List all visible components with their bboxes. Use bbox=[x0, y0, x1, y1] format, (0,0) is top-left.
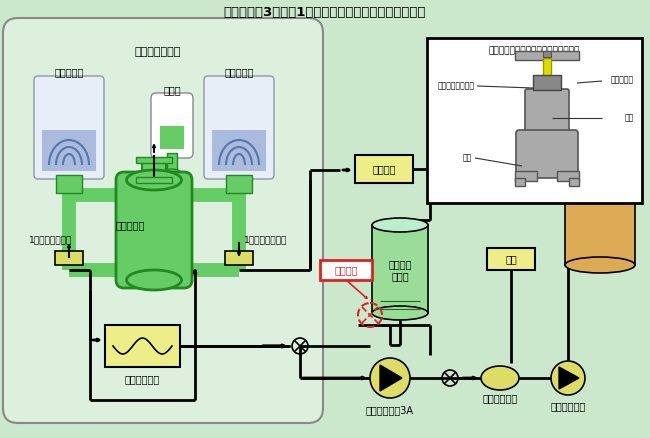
FancyBboxPatch shape bbox=[116, 172, 192, 288]
Bar bbox=[55, 251, 83, 265]
Bar bbox=[543, 51, 551, 57]
Bar bbox=[167, 153, 177, 173]
Text: 充てんポンプミニマムフロー弁概略図: 充てんポンプミニマムフロー弁概略図 bbox=[488, 46, 580, 56]
Bar bbox=[515, 51, 579, 60]
Text: 蒸気発生器: 蒸気発生器 bbox=[224, 67, 254, 77]
Bar bbox=[355, 155, 413, 183]
Ellipse shape bbox=[163, 169, 181, 177]
Circle shape bbox=[370, 358, 410, 398]
Ellipse shape bbox=[372, 306, 428, 320]
Ellipse shape bbox=[565, 142, 635, 158]
Bar bbox=[226, 175, 252, 193]
FancyBboxPatch shape bbox=[151, 93, 193, 158]
Text: 充てんポンプ3A: 充てんポンプ3A bbox=[366, 405, 414, 415]
Text: 弁体: 弁体 bbox=[463, 153, 472, 162]
Bar bbox=[543, 58, 551, 158]
Bar bbox=[557, 171, 579, 181]
Bar bbox=[142, 160, 166, 182]
Bar bbox=[515, 171, 537, 181]
Bar bbox=[533, 75, 561, 90]
Bar bbox=[427, 38, 642, 203]
Bar bbox=[565, 150, 635, 265]
Text: ほう酸ポンプ: ほう酸ポンプ bbox=[551, 401, 586, 411]
Bar bbox=[160, 126, 184, 149]
Text: ほう酸混合器: ほう酸混合器 bbox=[482, 393, 517, 403]
Bar bbox=[136, 177, 172, 183]
Bar bbox=[56, 175, 82, 193]
Text: ほう酸タンク: ほう酸タンク bbox=[582, 120, 617, 130]
Bar bbox=[136, 157, 172, 163]
Bar bbox=[372, 225, 428, 313]
Text: 純水: 純水 bbox=[505, 254, 517, 264]
Ellipse shape bbox=[565, 257, 635, 273]
Bar bbox=[567, 152, 633, 192]
Bar bbox=[320, 260, 372, 280]
Text: 当該箇所: 当該箇所 bbox=[334, 265, 358, 275]
Ellipse shape bbox=[372, 218, 428, 232]
Text: 浄化設備: 浄化設備 bbox=[372, 164, 396, 174]
FancyBboxPatch shape bbox=[204, 76, 274, 179]
Text: 伊方発電所3号機　1次冷却水充てん・抽出系統概略図: 伊方発電所3号機 1次冷却水充てん・抽出系統概略図 bbox=[224, 6, 426, 18]
Bar bbox=[515, 178, 525, 186]
Text: 再生熱交換器: 再生熱交換器 bbox=[124, 374, 160, 384]
Text: 体積制御
タンク: 体積制御 タンク bbox=[388, 259, 411, 281]
FancyBboxPatch shape bbox=[525, 89, 569, 131]
Text: 原子炉格納容器: 原子炉格納容器 bbox=[135, 47, 181, 57]
Polygon shape bbox=[559, 367, 579, 389]
Text: 1次冷却材ポンプ: 1次冷却材ポンプ bbox=[244, 236, 287, 244]
Text: 蒸気発生器: 蒸気発生器 bbox=[55, 67, 84, 77]
Ellipse shape bbox=[481, 366, 519, 390]
Text: 弁棒: 弁棒 bbox=[625, 113, 634, 123]
Bar bbox=[225, 251, 253, 265]
Bar bbox=[42, 130, 96, 171]
Bar bbox=[105, 325, 180, 367]
Ellipse shape bbox=[127, 270, 181, 290]
Text: 加圧器: 加圧器 bbox=[163, 85, 181, 95]
FancyBboxPatch shape bbox=[3, 18, 323, 423]
Text: グランド押さえ輪: グランド押さえ輪 bbox=[438, 81, 475, 91]
Text: 原子炉容器: 原子炉容器 bbox=[116, 220, 146, 230]
Bar bbox=[487, 248, 535, 270]
Polygon shape bbox=[380, 365, 402, 391]
FancyBboxPatch shape bbox=[34, 76, 104, 179]
Circle shape bbox=[551, 361, 585, 395]
Text: 弁ハンドル: 弁ハンドル bbox=[611, 75, 634, 85]
Bar bbox=[569, 178, 579, 186]
FancyBboxPatch shape bbox=[516, 130, 578, 178]
Ellipse shape bbox=[127, 170, 181, 190]
Bar bbox=[212, 130, 266, 171]
Text: 1次冷却材ポンプ: 1次冷却材ポンプ bbox=[29, 236, 72, 244]
